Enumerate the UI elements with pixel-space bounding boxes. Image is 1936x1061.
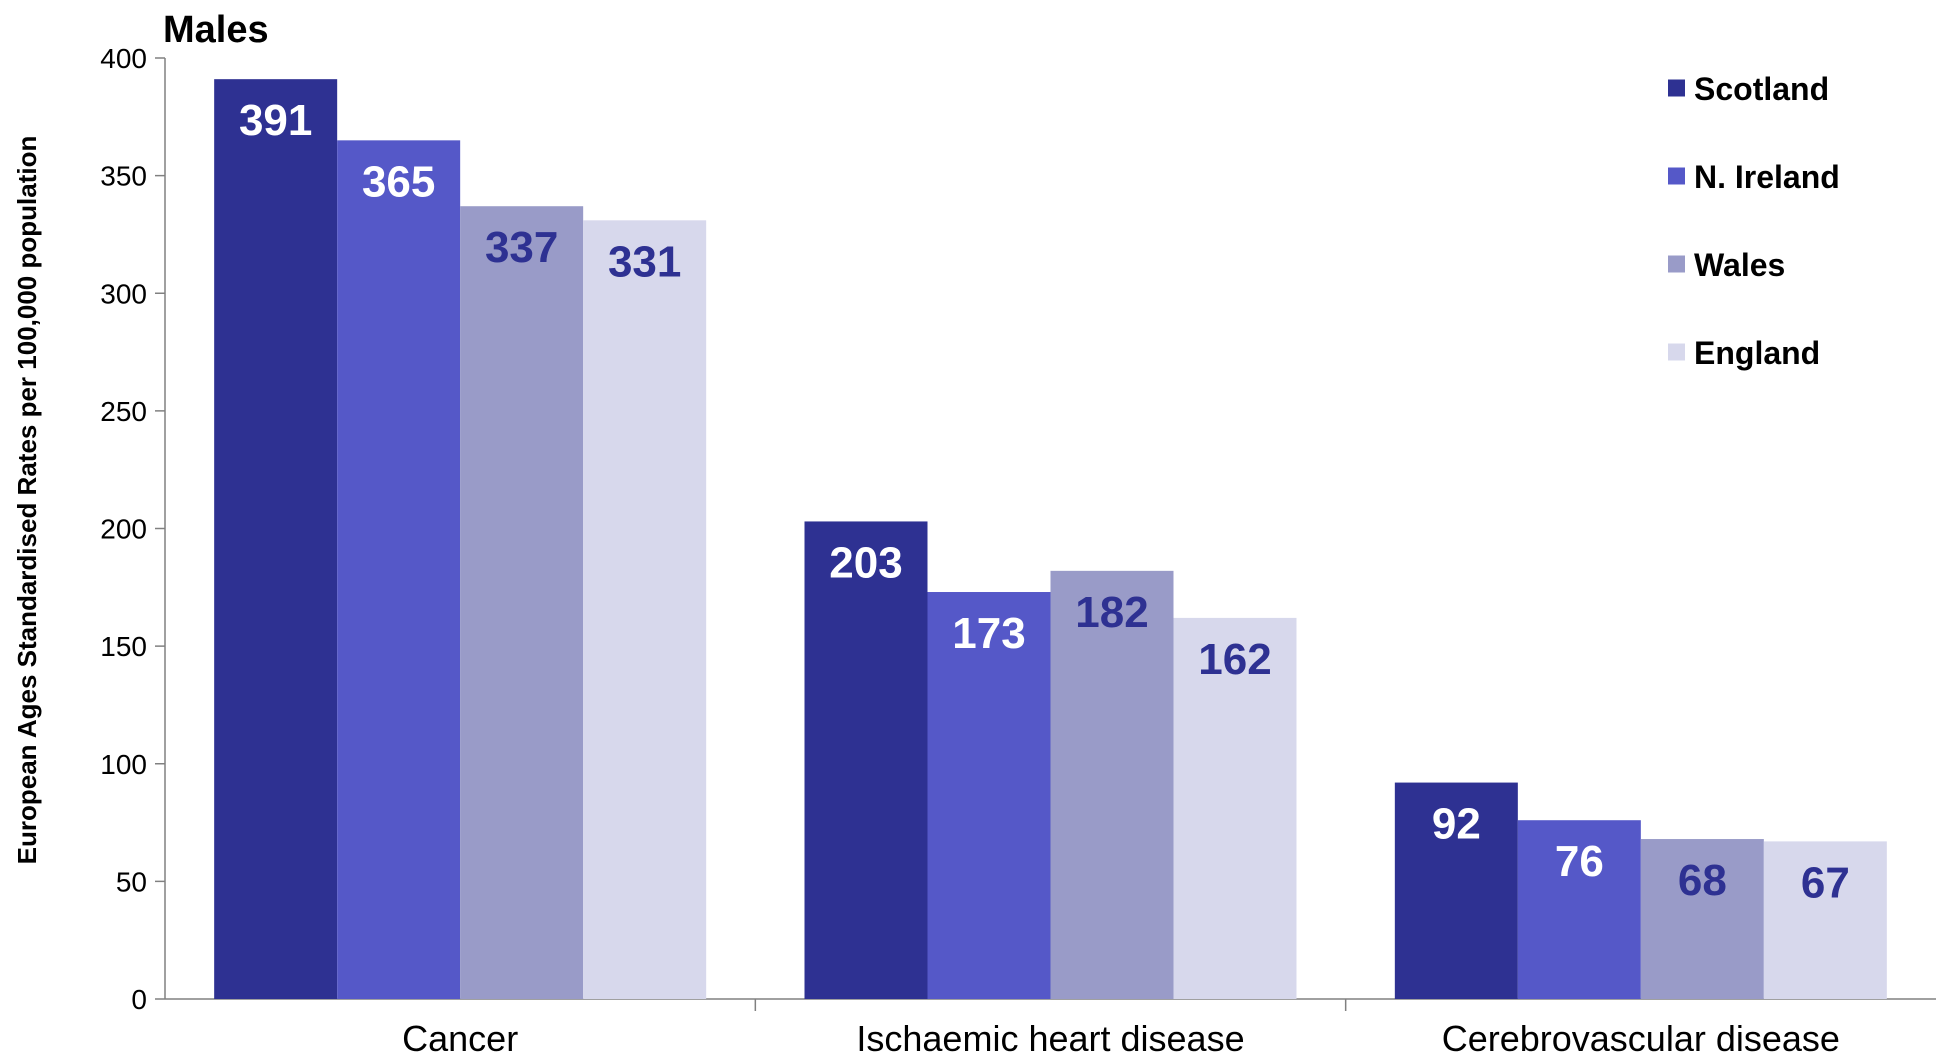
- bar-value-label: 162: [1198, 635, 1271, 684]
- y-tick-label: 200: [100, 514, 147, 545]
- bar: [1173, 617, 1297, 999]
- legend-label: Scotland: [1694, 71, 1829, 107]
- bar: [1394, 782, 1518, 999]
- bar: [1517, 820, 1641, 999]
- axes: 0 50 100 150 200 250 300 350 400 Cancer Ischaemic …: [100, 43, 1936, 1059]
- bar: [804, 521, 928, 999]
- bar: [460, 206, 584, 999]
- bar: [1640, 839, 1764, 999]
- bar-value-label: 173: [952, 609, 1025, 658]
- bar: [1763, 841, 1887, 999]
- bar-value-label: 365: [362, 157, 435, 206]
- bar-value-label: 391: [239, 96, 312, 145]
- legend-swatch: [1668, 167, 1685, 185]
- bar-value-label: 92: [1432, 800, 1481, 849]
- bar: [927, 592, 1051, 999]
- legend-label: Wales: [1694, 247, 1785, 283]
- y-tick-label: 0: [131, 984, 147, 1015]
- y-tick-label: 50: [116, 866, 147, 897]
- bar-value-label: 337: [485, 223, 558, 272]
- data-labels: 391 365 337 331 203 173 182 162 92 76 68 67: [239, 96, 1850, 907]
- y-axis-label: European Ages Standardised Rates per 100…: [12, 136, 42, 865]
- bars: [214, 79, 1887, 1000]
- legend: Scotland N. Ireland Wales England: [1668, 71, 1840, 371]
- bar: [214, 79, 338, 1000]
- chart-title: Males: [163, 9, 269, 51]
- legend-swatch: [1668, 343, 1685, 361]
- legend-swatch: [1668, 255, 1685, 273]
- bar-value-label: 203: [829, 538, 902, 587]
- x-category-label: Cancer: [402, 1018, 518, 1059]
- bar-value-label: 331: [608, 237, 681, 286]
- legend-label: England: [1694, 335, 1820, 371]
- x-category-label: Ischaemic heart disease: [856, 1018, 1244, 1059]
- legend-label: N. Ireland: [1694, 159, 1840, 195]
- legend-swatch: [1668, 79, 1685, 97]
- x-category-label: Cerebrovascular disease: [1442, 1018, 1840, 1059]
- y-tick-label: 350: [100, 161, 147, 192]
- y-tick-label: 300: [100, 278, 147, 309]
- bar: [1050, 570, 1174, 999]
- bar-value-label: 68: [1678, 856, 1727, 905]
- y-tick-label: 100: [100, 749, 147, 780]
- y-tick-label: 400: [100, 43, 147, 74]
- y-tick-label: 250: [100, 396, 147, 427]
- bar: [337, 140, 461, 999]
- bar-value-label: 67: [1801, 858, 1850, 907]
- bar-value-label: 76: [1555, 837, 1604, 886]
- y-tick-label: 150: [100, 631, 147, 662]
- bar-value-label: 182: [1075, 588, 1148, 637]
- bar: [583, 220, 707, 999]
